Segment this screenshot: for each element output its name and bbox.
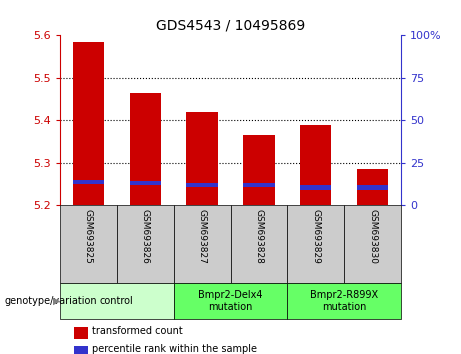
Bar <box>243 135 275 205</box>
Text: GSM693825: GSM693825 <box>84 209 93 264</box>
Bar <box>60 205 117 283</box>
Bar <box>357 185 388 190</box>
Bar <box>230 205 287 283</box>
Bar <box>73 42 104 205</box>
Bar <box>60 283 174 319</box>
Bar <box>243 183 275 187</box>
Title: GDS4543 / 10495869: GDS4543 / 10495869 <box>156 19 305 33</box>
Text: control: control <box>100 296 134 306</box>
Text: GSM693830: GSM693830 <box>368 209 377 264</box>
Text: GSM693828: GSM693828 <box>254 209 263 264</box>
Bar <box>287 283 401 319</box>
Bar <box>287 205 344 283</box>
Bar <box>130 93 161 205</box>
Text: GSM693827: GSM693827 <box>198 209 207 264</box>
Bar <box>130 181 161 185</box>
Bar <box>300 125 331 205</box>
Bar <box>174 205 230 283</box>
Text: transformed count: transformed count <box>92 326 183 336</box>
Text: ▶: ▶ <box>53 296 60 306</box>
Text: GSM693826: GSM693826 <box>141 209 150 264</box>
Text: Bmpr2-R899X
mutation: Bmpr2-R899X mutation <box>310 290 378 312</box>
Bar <box>174 283 287 319</box>
Bar <box>357 169 388 205</box>
Bar <box>344 205 401 283</box>
Text: Bmpr2-Delx4
mutation: Bmpr2-Delx4 mutation <box>198 290 263 312</box>
Bar <box>117 205 174 283</box>
Bar <box>186 183 218 187</box>
Text: percentile rank within the sample: percentile rank within the sample <box>92 344 257 354</box>
Text: GSM693829: GSM693829 <box>311 209 320 264</box>
Bar <box>186 112 218 205</box>
Text: genotype/variation: genotype/variation <box>5 296 97 306</box>
Bar <box>300 185 331 190</box>
Bar <box>73 180 104 184</box>
